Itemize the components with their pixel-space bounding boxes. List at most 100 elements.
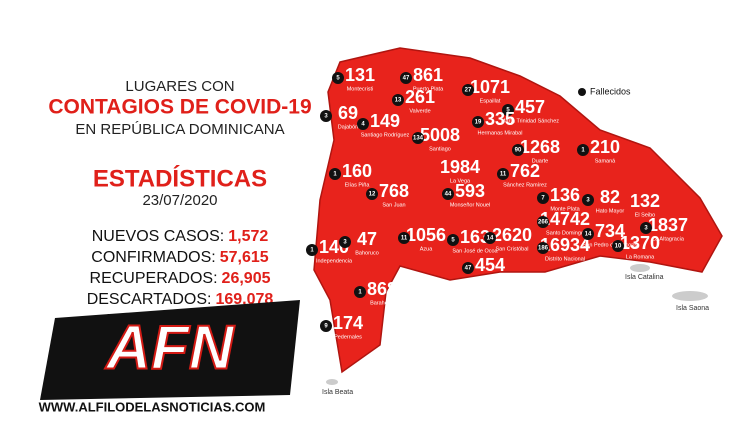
province-cases: 136 (550, 185, 580, 205)
death-dot (497, 168, 509, 180)
stat-label: DESCARTADOS: (87, 291, 212, 308)
stat-value: 1,572 (228, 228, 268, 245)
stat-row: CONFIRMADOS: 57,615 (91, 249, 268, 266)
province-name: El Seibo (635, 212, 656, 218)
death-dot (357, 118, 369, 130)
island-label: Isla Catalina (625, 274, 664, 281)
province-deaths: 5 (336, 76, 340, 82)
province-cases: 454 (475, 255, 505, 275)
province-cases: 82 (600, 187, 620, 207)
header-line: EN REPÚBLICA DOMINICANA (75, 121, 284, 138)
province-deaths: 27 (465, 88, 472, 94)
province-cases: 47 (357, 229, 377, 249)
province-name: Monte Plata (550, 206, 580, 212)
province-cases: 149 (370, 111, 400, 131)
province-deaths: 7 (541, 196, 545, 202)
province-deaths: 1 (581, 148, 585, 154)
province-cases: 160 (342, 161, 372, 181)
island-label: Isla Saona (676, 305, 709, 312)
province-name: Dajabón (338, 124, 359, 130)
province-name: Barahona (370, 300, 395, 306)
map (313, 47, 723, 374)
province-name: San Cristóbal (495, 246, 528, 252)
death-dot (354, 286, 366, 298)
province-deaths: 3 (343, 240, 347, 246)
province-deaths: 4 (361, 122, 365, 128)
province-name: Independencia (316, 258, 353, 264)
province-name: Peravia (481, 276, 501, 282)
province-name: La Vega (450, 178, 471, 184)
header-line: LUGARES CON (125, 78, 234, 95)
province-cases: 261 (405, 87, 435, 107)
death-dot (306, 244, 318, 256)
province-name: Montecristi (347, 86, 374, 92)
province-name: Samaná (595, 158, 616, 164)
death-dot (462, 84, 474, 96)
province-cases: 593 (455, 181, 485, 201)
death-dot (502, 104, 514, 116)
province-deaths: 1 (333, 172, 337, 178)
island (326, 379, 338, 385)
province-deaths: 14 (487, 236, 494, 242)
province-deaths: 10 (615, 244, 622, 250)
logo-bg (40, 300, 300, 400)
legend: Fallecidos (590, 86, 631, 96)
death-dot (320, 320, 332, 332)
province-deaths: 3 (644, 226, 648, 232)
province-deaths: 90 (515, 148, 522, 154)
island (672, 291, 708, 301)
province-name: Bahoruco (355, 250, 379, 256)
province-cases: 174 (333, 313, 363, 333)
death-dot (537, 216, 549, 228)
province-deaths: 14 (585, 232, 592, 238)
death-dot (442, 188, 454, 200)
island (630, 264, 650, 272)
death-dot (320, 110, 332, 122)
province-name: Distrito Nacional (545, 256, 585, 262)
province-cases: 762 (510, 161, 540, 181)
province-cases: 1370 (620, 233, 660, 253)
province-cases: 1984 (440, 157, 480, 177)
legend-dot (578, 88, 586, 96)
death-dot (582, 228, 594, 240)
stats-title: ESTADÍSTICAS (93, 164, 267, 192)
province-cases: 16934 (540, 235, 590, 255)
province-deaths: 186 (538, 246, 549, 252)
death-dot (537, 192, 549, 204)
death-dot (640, 222, 652, 234)
province-deaths: 1 (358, 290, 362, 296)
province-cases: 132 (630, 191, 660, 211)
province-deaths: 11 (401, 236, 408, 242)
island-label: Isla Beata (322, 389, 353, 396)
province-deaths: 19 (475, 120, 482, 126)
stat-label: CONFIRMADOS: (91, 249, 215, 266)
province-name: Santo Domingo (546, 230, 584, 236)
province-name: María Trinidad Sánchez (501, 118, 559, 124)
death-dot (366, 188, 378, 200)
province-cases: 1071 (470, 77, 510, 97)
province-cases: 5008 (420, 125, 460, 145)
province-name: Duarte (532, 158, 549, 164)
province-deaths: 47 (465, 266, 472, 272)
death-dot (582, 194, 594, 206)
province-name: Azua (420, 246, 433, 252)
stat-value: 26,905 (222, 270, 271, 287)
province-name: San Juan (382, 202, 405, 208)
province-deaths: 44 (445, 192, 452, 198)
province-cases: 734 (595, 221, 625, 241)
province-name: La Altagracia (652, 236, 685, 242)
province-cases: 868 (367, 279, 397, 299)
death-dot (339, 236, 351, 248)
province-name: Santiago (429, 146, 451, 152)
province-cases: 457 (515, 97, 545, 117)
province-deaths: 5 (506, 108, 510, 114)
province-name: La Romana (626, 254, 655, 260)
death-dot (329, 168, 341, 180)
province-name: Puerto Plata (413, 86, 444, 92)
province-deaths: 11 (500, 172, 507, 178)
death-dot (392, 94, 404, 106)
death-dot (512, 144, 524, 156)
province-deaths: 9 (324, 324, 328, 330)
